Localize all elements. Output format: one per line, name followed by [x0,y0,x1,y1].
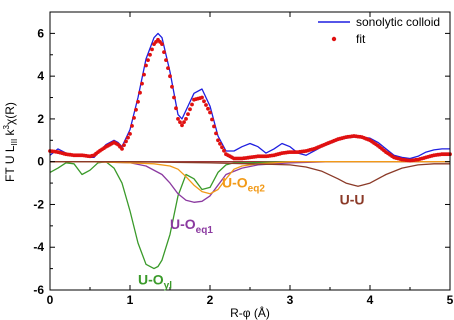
plot-frame [49,11,451,291]
annotation-label: U-Oeq2 [222,174,265,194]
fit-point [178,120,182,124]
annotation-subscript: eq1 [196,225,214,236]
legend-label: fit [356,32,366,46]
annotation-label: U-Oeq1 [170,216,213,236]
y-axis-label-part: 3 [2,124,11,129]
fit-point [168,74,172,79]
x-tick-label: 4 [367,293,374,307]
y-axis-label-part: III [10,139,19,146]
fit-point [176,117,180,121]
fit-point [186,112,190,116]
y-tick-label: -2 [33,197,44,211]
fit-point [220,145,224,150]
fit-point [180,123,184,128]
fit-point [142,72,146,77]
fit-point [136,99,140,104]
legend-swatch-dot [331,36,337,42]
legend-label: sonolytic colloid [356,15,440,29]
series-line-u-o-eq1 [50,161,450,203]
y-axis-label-part: FT U L [3,145,17,182]
fit-point [164,58,168,62]
annotation-label: U-U [340,191,365,207]
fit-point [210,117,214,122]
fit-point [128,132,132,136]
fit-point [200,95,204,100]
y-tick-label: -4 [33,240,44,254]
fit-point [146,58,150,62]
fit-point [170,84,174,89]
annotation-subscript: yl [164,281,173,292]
series-line-u-o-yl [49,161,450,270]
fit-point [162,50,166,54]
fit-point [122,143,126,148]
fit-point [130,124,134,128]
fit-point [212,124,216,129]
y-axis-label-part: χ(R) [3,102,17,125]
fit-point [218,141,222,146]
fit-point [174,106,178,111]
annotation-base: U-O [138,272,164,288]
y-axis-label: FT U LIII k3χ(R) [2,102,19,182]
fit-point [190,102,194,107]
y-axis: -6 -4 -2 0 2 4 6 [33,26,450,297]
series-line-sonolytic-colloid [49,32,450,160]
annotation-base: U-O [170,216,196,232]
annotation-subscript: eq2 [248,183,266,194]
y-tick-label: 6 [37,26,44,40]
series-line-u-u [50,161,450,187]
fit-point [124,139,128,144]
y-axis-label-part: k [3,128,17,138]
legend: sonolytic colloid fit [318,15,440,46]
fit-point [132,116,136,120]
x-tick-label: 2 [207,293,214,307]
series-dots-fit [48,37,452,163]
fit-point [206,106,210,111]
fit-point [204,103,208,107]
fit-point [144,63,148,68]
fit-point [184,117,188,121]
y-tick-label: -6 [33,283,44,297]
fit-point [148,52,152,57]
fit-point [120,147,124,151]
x-tick-label: 0 [47,293,54,307]
annotation-base: U-O [222,174,248,190]
fit-point [134,107,138,112]
fit-point [172,95,176,100]
plot-area [48,11,452,291]
annotation-base: U-U [340,191,365,207]
x-axis: 0 1 2 3 4 5 [47,12,454,307]
y-tick-label: 0 [37,155,44,169]
fit-point [140,81,144,86]
fit-point [216,138,220,143]
fit-point [208,110,212,115]
fit-point [202,99,206,104]
x-tick-label: 3 [287,293,294,307]
fit-point [166,66,170,70]
fit-point [126,135,130,140]
x-axis-label: R-φ (Å) [230,305,270,320]
y-tick-label: 2 [37,112,44,126]
fit-point [150,47,154,52]
fit-point [138,90,142,95]
x-tick-label: 5 [447,293,454,307]
y-tick-label: 4 [37,69,44,83]
fit-point [222,148,226,153]
annotation-label: U-Oyl [138,272,172,292]
fit-point [160,42,164,46]
x-tick-label: 1 [127,293,134,307]
fit-point [214,131,218,136]
fit-point [188,107,192,112]
fit-point [182,120,186,124]
